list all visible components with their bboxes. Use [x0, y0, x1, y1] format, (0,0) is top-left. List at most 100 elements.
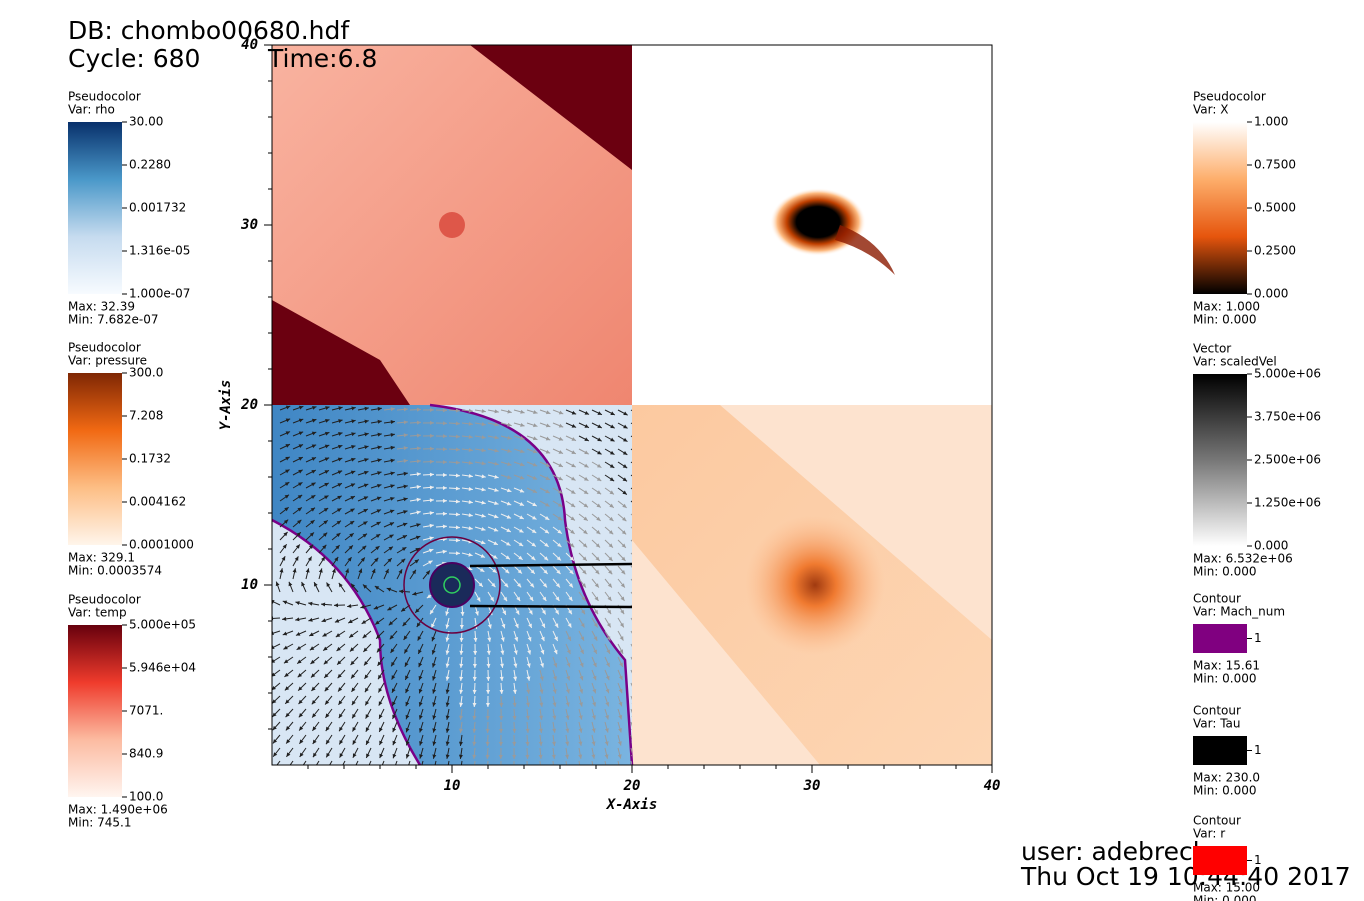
- vector-head: [571, 450, 576, 454]
- vector-head: [468, 513, 473, 518]
- vector-head: [473, 650, 478, 655]
- vector-head: [349, 521, 355, 525]
- vector-arrow: [289, 760, 294, 765]
- vector-head: [493, 541, 498, 545]
- vector-head: [618, 728, 622, 733]
- vector-head: [377, 458, 382, 463]
- vector-head: [518, 555, 523, 560]
- vector-head: [468, 552, 473, 557]
- vector-head: [298, 686, 303, 691]
- vector-head: [540, 636, 545, 642]
- vector-head: [593, 636, 598, 641]
- vector-head: [507, 475, 512, 480]
- vector-head: [311, 431, 317, 436]
- vector-head: [309, 632, 314, 636]
- vector-head: [350, 457, 356, 462]
- vector-head: [375, 546, 380, 551]
- vector-head: [337, 660, 342, 665]
- vector-head: [283, 519, 289, 524]
- vector-head: [569, 556, 574, 561]
- vector-head: [429, 433, 434, 438]
- vector-head: [580, 636, 585, 641]
- vector-head: [487, 624, 492, 629]
- vector-head: [506, 514, 512, 519]
- vector-head: [486, 676, 491, 681]
- vector-head: [379, 727, 383, 732]
- legend-tick-label: 1: [1254, 743, 1262, 757]
- vector-head: [285, 712, 290, 718]
- vector-head: [297, 519, 302, 524]
- vector-head: [376, 509, 382, 514]
- vector-head: [504, 569, 510, 574]
- vector-head: [468, 447, 473, 452]
- vector-head: [366, 753, 370, 758]
- vector-head: [519, 488, 525, 493]
- vector-head: [350, 496, 355, 500]
- vector-head: [350, 508, 355, 513]
- vector-head: [313, 766, 317, 770]
- vector-arrow: [421, 760, 424, 765]
- vector-head: [402, 522, 408, 527]
- vector-head: [310, 673, 316, 678]
- vector-head: [500, 663, 504, 668]
- vector-head: [272, 739, 278, 744]
- vector-head: [623, 437, 628, 442]
- legend-tick-label: 840.9: [129, 747, 163, 761]
- legend-min: Min: 0.0003574: [68, 564, 162, 578]
- vector-head: [468, 434, 473, 439]
- vector-head: [617, 754, 622, 759]
- vector-head: [360, 604, 365, 609]
- legend-tick-label: 0.5000: [1254, 201, 1296, 215]
- vector-head: [338, 687, 343, 692]
- vector-head: [273, 752, 278, 757]
- vector-head: [272, 699, 277, 704]
- vector-head: [391, 661, 395, 667]
- vector-head: [432, 767, 436, 771]
- vector-head: [580, 623, 585, 628]
- vector-head: [529, 583, 535, 588]
- vector-head: [429, 536, 434, 541]
- vector-head: [596, 530, 601, 535]
- vector-head: [459, 702, 464, 707]
- vector-head: [419, 728, 423, 733]
- legend-tick-label: 5.000e+06: [1254, 367, 1321, 381]
- vector-head: [415, 535, 421, 540]
- legend-tick-label: 0.000: [1254, 287, 1288, 301]
- vector-head: [324, 686, 329, 692]
- vector-head: [338, 700, 343, 705]
- vector-head: [351, 432, 356, 437]
- vector-head: [363, 521, 368, 526]
- vector-head: [445, 702, 450, 707]
- vector-head: [362, 584, 368, 589]
- vector-head: [418, 662, 423, 668]
- vector-head: [558, 489, 563, 494]
- vector-head: [377, 471, 382, 476]
- vector-head: [513, 676, 518, 681]
- vector-arrow: [302, 760, 307, 765]
- vector-head: [339, 739, 344, 745]
- vector-head: [460, 611, 465, 616]
- legend-kind: Pseudocolor: [68, 341, 141, 355]
- vector-head: [351, 700, 356, 706]
- vector-head: [609, 516, 614, 521]
- vector-head: [520, 436, 525, 440]
- vector-head: [539, 689, 544, 694]
- vector-head: [494, 501, 499, 505]
- vector-head: [386, 587, 392, 592]
- vector-head: [491, 582, 496, 588]
- vector-head: [567, 636, 571, 641]
- vector-head: [324, 673, 329, 678]
- vector-head: [376, 648, 382, 653]
- vector-head: [499, 676, 504, 681]
- vector-head: [403, 484, 408, 489]
- vector-head: [472, 754, 477, 759]
- vector-head: [556, 556, 562, 561]
- vector-head: [286, 752, 291, 757]
- vector-head: [604, 728, 609, 733]
- vector-head: [459, 715, 464, 720]
- vector-head: [416, 459, 421, 464]
- vector-arrow: [395, 760, 398, 765]
- vector-head: [377, 483, 382, 488]
- vector-head: [305, 568, 310, 573]
- vector-head: [578, 768, 582, 772]
